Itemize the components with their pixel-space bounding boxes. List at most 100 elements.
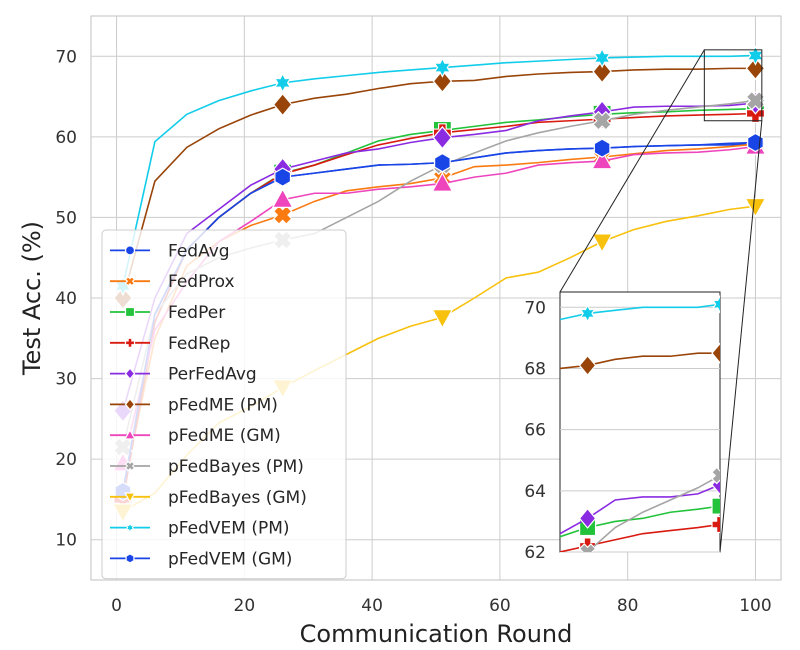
y-tick-label: 40: [55, 289, 77, 309]
marker-x: [711, 466, 720, 485]
legend: FedAvg FedProx FedPer FedRep PerFedAvg pFedME…: [101, 229, 347, 580]
marker-hexagon: [274, 167, 292, 187]
legend-label: pFedBayes (PM): [168, 457, 304, 477]
marker-star: [593, 47, 612, 69]
marker-triangle-down: [124, 492, 136, 504]
y-tick-label: 30: [55, 370, 77, 390]
x-tick-label: 80: [617, 596, 639, 616]
inset-tick-label: 66: [524, 421, 546, 441]
marker-triangle-down: [431, 309, 454, 329]
inset-series-layer: [560, 294, 720, 552]
marker-hexagon: [433, 152, 451, 173]
marker-plus: [124, 337, 136, 348]
marker-triangle-up: [431, 171, 454, 192]
y-tick-label: 60: [55, 128, 77, 148]
legend-label: pFedVEM (GM): [168, 549, 292, 569]
marker-star: [579, 304, 596, 323]
legend-box: [101, 229, 347, 580]
zoom-source-box: [703, 49, 763, 122]
x-axis-label: Communication Round: [300, 620, 573, 648]
marker-triangle-down: [744, 197, 767, 218]
inset-tick-label: 70: [524, 298, 546, 318]
marker-star: [711, 294, 720, 314]
inset-series-line: [560, 352, 720, 370]
legend-label: pFedME (PM): [168, 395, 278, 415]
legend-entry: pFedBayes (GM): [110, 488, 307, 508]
legend-entry: pFedME (GM): [110, 426, 281, 446]
marker-x: [745, 90, 766, 111]
x-tick-label: 60: [489, 596, 511, 616]
y-tick-label: 50: [55, 208, 77, 228]
marker-star: [746, 45, 765, 66]
legend-entry: pFedVEM (GM): [110, 549, 292, 569]
marker-hexagon: [747, 132, 764, 153]
marker-x: [124, 275, 136, 287]
legend-entry: pFedBayes (PM): [110, 457, 304, 477]
marker-square: [124, 306, 136, 318]
inset-series-line: [560, 523, 720, 552]
marker-triangle-down: [591, 233, 614, 254]
marker-diamond: [432, 125, 453, 150]
inset-tick-label: 64: [524, 482, 546, 502]
marker-x: [592, 110, 612, 131]
inset-tick-label: 62: [524, 543, 546, 563]
inset-frame: [559, 291, 721, 553]
legend-label: FedPer: [168, 303, 225, 323]
marker-triangle-up: [591, 149, 614, 170]
legend-label: PerFedAvg: [168, 365, 257, 385]
legend-label: pFedVEM (PM): [168, 519, 290, 539]
marker-hexagon: [593, 138, 611, 158]
x-tick-label: 0: [111, 596, 122, 616]
marker-star: [273, 72, 292, 94]
inset-series-line: [560, 303, 720, 321]
marker-hexagon: [125, 553, 135, 564]
inset-zoom-chart: 62 64 66 68 70: [524, 291, 721, 563]
y-axis-label: Test Acc. (%): [18, 221, 46, 376]
marker-diamond: [578, 354, 597, 376]
legend-entry: FedPer: [110, 303, 225, 323]
x-tick-label: 40: [361, 596, 383, 616]
marker-diamond: [711, 342, 720, 364]
inset-series-pFedVEM (PM): [560, 294, 720, 323]
marker-triangle-up: [271, 188, 294, 208]
marker-x: [124, 460, 136, 472]
marker-triangle-up: [124, 428, 136, 440]
inset-series-line: [586, 474, 720, 552]
marker-plus: [711, 515, 720, 534]
y-tick-label: 10: [55, 531, 77, 551]
legend-label: FedRep: [168, 334, 230, 354]
marker-diamond: [272, 92, 293, 117]
legend-label: pFedME (GM): [168, 426, 281, 446]
inset-series-pFedME (PM): [560, 342, 720, 376]
x-tick-label: 20: [234, 596, 256, 616]
legend-entry: FedRep: [110, 334, 230, 354]
tick-labels: 0 20 40 60 80 100 10 20 30 40 50 60 70: [55, 47, 771, 616]
marker-diamond: [432, 69, 453, 94]
marker-diamond: [578, 507, 597, 529]
zoom-connector: [719, 120, 763, 553]
marker-circle: [124, 245, 136, 256]
marker-x: [578, 543, 597, 552]
x-tick-label: 100: [739, 596, 771, 616]
inset-series-pFedBayes (PM): [578, 466, 720, 552]
legend-entry: FedProx: [110, 272, 235, 292]
legend-label: FedProx: [168, 272, 235, 292]
zoom-connector: [559, 49, 705, 293]
inset-tick-label: 68: [524, 359, 546, 379]
y-tick-label: 20: [55, 450, 77, 470]
legend-label: FedAvg: [168, 241, 230, 261]
marker-diamond: [592, 59, 612, 84]
legend-label: pFedBayes (GM): [168, 488, 307, 508]
legend-entry: PerFedAvg: [110, 365, 257, 385]
legend-entry: pFedME (PM): [110, 395, 278, 415]
inset-series-line: [560, 483, 720, 535]
marker-square: [711, 497, 720, 515]
marker-star: [433, 57, 452, 78]
marker-diamond: [124, 398, 136, 411]
zoom-indicator: [559, 49, 763, 553]
legend-entry: pFedVEM (PM): [110, 519, 290, 539]
marker-star: [124, 521, 136, 534]
y-tick-label: 70: [55, 47, 77, 67]
legend-entry: FedAvg: [110, 241, 230, 261]
